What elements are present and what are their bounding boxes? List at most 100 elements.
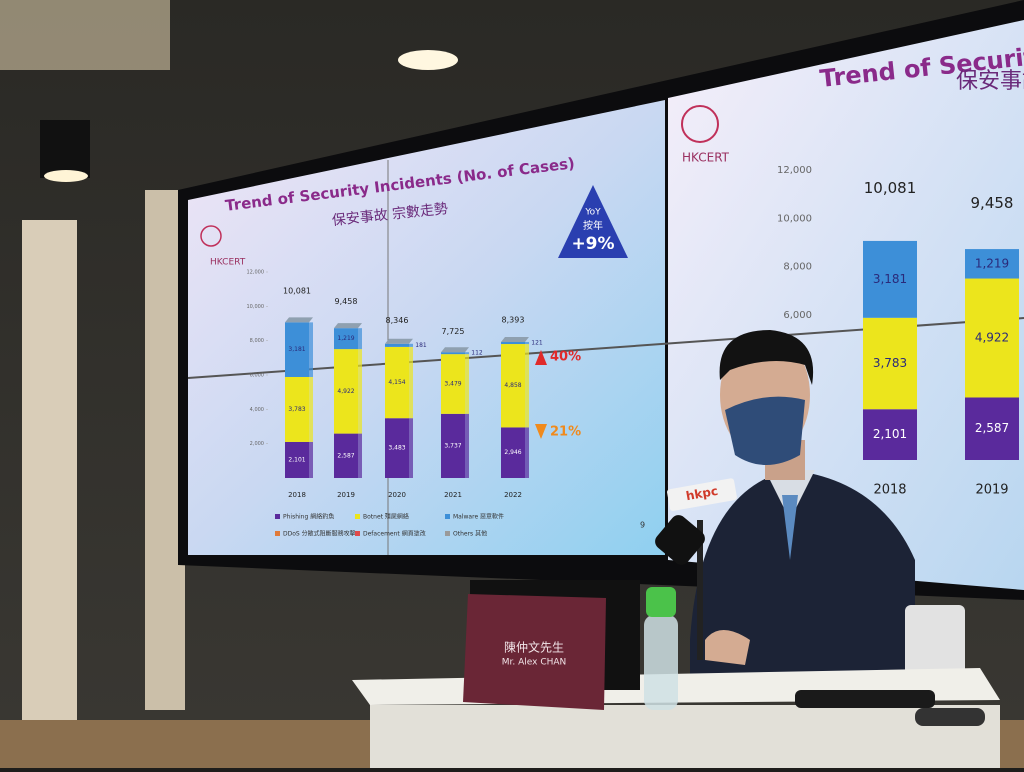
bar-side xyxy=(309,322,313,377)
x-tick-label: 2019 xyxy=(975,483,1008,498)
bar-cap xyxy=(441,347,469,353)
bar-segment xyxy=(863,317,917,410)
ceiling-light-panel xyxy=(0,0,170,70)
bar-segment xyxy=(501,341,525,345)
value-label: 3,479 xyxy=(444,380,461,387)
bar-segment xyxy=(965,397,1019,460)
bar-side xyxy=(409,418,413,478)
logo-mark xyxy=(681,105,719,143)
annotation: 21% xyxy=(550,425,581,440)
subtitle-zoomed: 保安事故 宗數走勢 xyxy=(956,69,1024,94)
bar-cap xyxy=(334,323,362,329)
bar-segment xyxy=(385,343,409,347)
x-tick-label: 2018 xyxy=(288,491,306,499)
water-bottle xyxy=(644,615,678,710)
logo-mark xyxy=(200,225,222,247)
bar-segment xyxy=(441,354,465,414)
y-tick-label: 10,000 xyxy=(247,304,265,310)
logo: HKCERT xyxy=(682,151,730,165)
hair xyxy=(719,330,814,385)
logo: HKCERT xyxy=(210,258,246,268)
value-label: 2,946 xyxy=(504,449,521,456)
bar-side xyxy=(309,441,313,478)
y-tick-label: 10,000 xyxy=(777,213,812,224)
total-label: 9,458 xyxy=(971,194,1014,212)
x-tick-label: 2018 xyxy=(873,483,906,498)
annotation-arrow xyxy=(535,424,547,439)
bar-side xyxy=(358,433,362,478)
value-label: 112 xyxy=(471,350,483,357)
desk-front xyxy=(370,705,1000,768)
annotation: 40% xyxy=(550,350,581,365)
remote xyxy=(915,708,985,726)
bar-segment xyxy=(441,413,465,478)
bar-side xyxy=(409,343,413,347)
badge-text: YoY xyxy=(584,208,601,218)
total-label: 8,346 xyxy=(386,316,409,325)
bar-cap xyxy=(501,336,529,342)
badge xyxy=(558,185,628,258)
value-label: 3,181 xyxy=(288,346,305,353)
hands xyxy=(705,630,750,665)
bar-cap xyxy=(385,338,413,344)
tie xyxy=(782,495,798,560)
value-label: 4,922 xyxy=(975,331,1009,345)
y-tick-label: 8,000 xyxy=(783,262,812,273)
bar-segment xyxy=(385,346,409,419)
bar-segment xyxy=(501,344,525,428)
lamp-light xyxy=(44,170,88,182)
bar-side xyxy=(525,344,529,428)
mic-label: hkpc xyxy=(685,484,719,503)
nameplate-name: 陳仲文先生 xyxy=(504,640,564,655)
bar-segment xyxy=(285,441,309,478)
bar-cap xyxy=(285,317,313,323)
value-label: 2,587 xyxy=(337,452,354,459)
bar-segment xyxy=(334,328,358,350)
spotlight xyxy=(398,50,458,70)
x-tick-label: 2019 xyxy=(337,491,355,499)
bar-side xyxy=(358,349,362,434)
legend-label: Defacement 網頁塗改 xyxy=(363,530,426,538)
legend-swatch xyxy=(275,531,280,536)
page-number: 9 xyxy=(640,521,645,530)
bar-segment xyxy=(441,352,465,355)
total-label: 8,393 xyxy=(502,315,525,324)
mask xyxy=(725,396,805,465)
legend-swatch xyxy=(445,531,450,536)
bar-segment xyxy=(965,249,1019,279)
badge-text: 按年 xyxy=(583,219,603,232)
value-label: 3,181 xyxy=(873,272,907,286)
wall-panel xyxy=(22,220,77,720)
bar-side xyxy=(465,354,469,414)
legend-swatch xyxy=(275,514,280,519)
bar-segment xyxy=(501,427,525,478)
legend-label: Others 其他 xyxy=(453,530,487,538)
bar-side xyxy=(309,376,313,442)
annotation-arrow xyxy=(535,350,547,365)
value-label: 3,737 xyxy=(444,442,461,449)
value-label: 4,922 xyxy=(337,388,354,395)
bar-side xyxy=(525,341,529,345)
value-label: 4,858 xyxy=(504,382,521,389)
bar-segment xyxy=(385,418,409,478)
y-tick-label: 6,000 xyxy=(250,373,264,379)
y-tick-label: 2,000 xyxy=(250,441,264,447)
legend-swatch xyxy=(355,531,360,536)
bar-segment xyxy=(285,322,309,377)
chart: 2,000 4,000 6,000 8,000 10,000 12,000 2018 2,10… xyxy=(247,270,582,538)
bar-side xyxy=(358,328,362,350)
bar-segment xyxy=(334,349,358,434)
drone xyxy=(795,690,935,708)
x-tick-label: 2020 xyxy=(388,491,406,499)
bar-side xyxy=(409,346,413,419)
value-label: 1,219 xyxy=(337,335,354,342)
value-label: 121 xyxy=(531,339,543,346)
y-tick-label: 6,000 xyxy=(783,310,812,321)
bar-segment xyxy=(863,409,917,460)
value-label: 1,219 xyxy=(975,256,1009,270)
legend-swatch xyxy=(445,514,450,519)
value-label: 181 xyxy=(415,342,427,349)
bar-side xyxy=(465,352,469,355)
